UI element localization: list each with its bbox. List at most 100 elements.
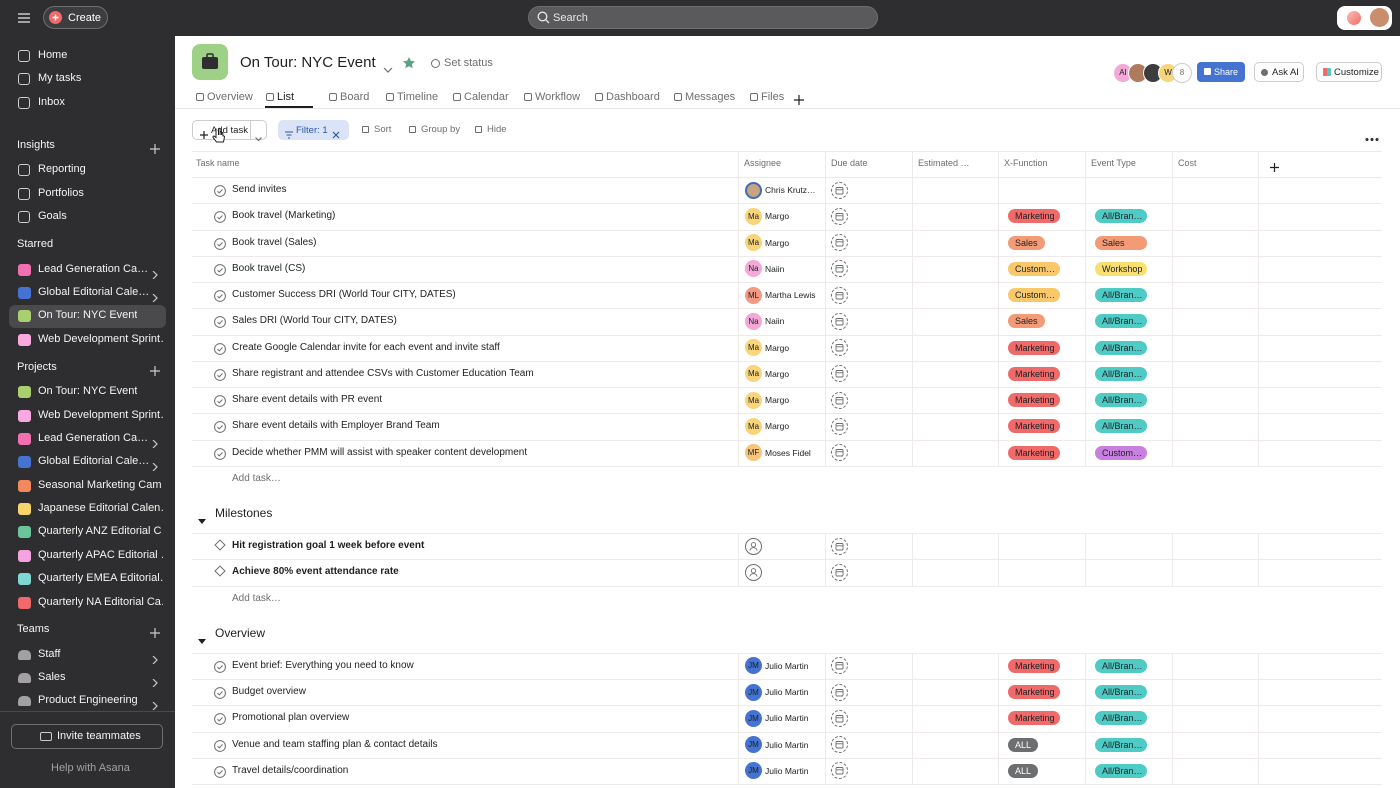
- team-item[interactable]: Staff: [38, 648, 61, 660]
- complete-check[interactable]: [214, 263, 226, 276]
- due-date-empty[interactable]: [831, 657, 848, 675]
- sort-button[interactable]: Sort: [374, 124, 392, 135]
- task-name[interactable]: Decide whether PMM will assist with spea…: [232, 446, 528, 458]
- nav-item[interactable]: Home: [38, 49, 68, 61]
- task-name[interactable]: Travel details/coordination: [232, 764, 349, 776]
- task-name[interactable]: Promotional plan overview: [232, 712, 350, 724]
- complete-check[interactable]: [214, 342, 226, 355]
- due-date-empty[interactable]: [831, 563, 848, 581]
- due-date-empty[interactable]: [831, 736, 848, 754]
- task-name[interactable]: Hit registration goal 1 week before even…: [232, 540, 425, 552]
- assignee-empty[interactable]: [745, 537, 762, 555]
- due-date-empty[interactable]: [831, 417, 848, 435]
- project-item[interactable]: Global Editorial Cale…: [38, 455, 150, 467]
- task-name[interactable]: Book travel (CS): [232, 262, 306, 274]
- task-name[interactable]: Sales DRI (World Tour CITY, DATES): [232, 315, 397, 327]
- complete-check[interactable]: [214, 765, 226, 778]
- insight-item[interactable]: Reporting: [38, 163, 86, 175]
- team-item[interactable]: Product Engineering: [38, 694, 138, 706]
- task-name[interactable]: Create Google Calendar invite for each e…: [232, 341, 500, 353]
- project-item[interactable]: Seasonal Marketing Cam…: [38, 479, 163, 491]
- complete-check[interactable]: [214, 315, 226, 329]
- task-name[interactable]: Event brief: Everything you need to know: [232, 659, 414, 671]
- due-date-empty[interactable]: [831, 391, 848, 409]
- task-name[interactable]: Customer Success DRI (World Tour CITY, D…: [232, 289, 456, 301]
- insight-item[interactable]: Goals: [38, 210, 67, 222]
- tab[interactable]: Board: [340, 91, 370, 103]
- filter-button[interactable]: Filter: 1: [278, 120, 349, 140]
- user-menu[interactable]: [1337, 6, 1392, 30]
- complete-check[interactable]: [214, 712, 226, 726]
- star-icon[interactable]: [402, 56, 416, 70]
- due-date-empty[interactable]: [831, 260, 848, 278]
- ask-ai-button[interactable]: Ask AI: [1254, 62, 1304, 82]
- complete-check[interactable]: [214, 739, 226, 752]
- share-button[interactable]: Share: [1197, 62, 1245, 82]
- due-date-empty[interactable]: [831, 312, 848, 330]
- due-date-empty[interactable]: [831, 709, 848, 727]
- nav-item[interactable]: Inbox: [38, 96, 65, 108]
- due-date-empty[interactable]: [831, 286, 848, 304]
- task-name[interactable]: Share registrant and attendee CSVs with …: [232, 367, 534, 379]
- due-date-empty[interactable]: [831, 234, 848, 252]
- complete-check[interactable]: [214, 210, 226, 224]
- tab[interactable]: Calendar: [464, 91, 509, 103]
- customize-button[interactable]: Customize: [1316, 62, 1382, 82]
- task-name[interactable]: Achieve 80% event attendance rate: [232, 566, 399, 578]
- tab[interactable]: Files: [761, 91, 785, 103]
- create-button[interactable]: Create: [43, 6, 108, 29]
- tab[interactable]: Overview: [207, 91, 253, 103]
- complete-check[interactable]: [214, 184, 226, 198]
- project-item[interactable]: Lead Generation Ca…: [38, 263, 149, 275]
- project-item[interactable]: Japanese Editorial Calen…: [38, 502, 163, 514]
- complete-check[interactable]: [214, 237, 226, 250]
- task-name[interactable]: Budget overview: [232, 686, 306, 698]
- project-item[interactable]: On Tour: NYC Event: [38, 309, 138, 321]
- tab[interactable]: Timeline: [397, 91, 439, 103]
- nav-item[interactable]: My tasks: [38, 72, 82, 84]
- add-task-inline[interactable]: Add task…: [232, 592, 281, 604]
- project-item[interactable]: Web Development Sprint…: [38, 333, 163, 345]
- complete-check[interactable]: [214, 447, 226, 460]
- set-status[interactable]: Set status: [444, 57, 493, 69]
- project-item[interactable]: Quarterly APAC Editorial …: [38, 549, 163, 561]
- tab[interactable]: Messages: [685, 91, 736, 103]
- project-item[interactable]: Web Development Sprint…: [38, 409, 163, 421]
- project-item[interactable]: Global Editorial Cale…: [38, 286, 150, 298]
- due-date-empty[interactable]: [831, 683, 848, 701]
- add-task-button[interactable]: Add task: [192, 120, 267, 140]
- group-by-button[interactable]: Group by: [421, 124, 461, 135]
- task-name[interactable]: Share event details with Employer Brand …: [232, 420, 440, 432]
- tab[interactable]: List: [277, 91, 295, 103]
- task-name[interactable]: Book travel (Marketing): [232, 210, 336, 222]
- complete-check[interactable]: [214, 660, 226, 673]
- project-item[interactable]: Quarterly EMEA Editorial…: [38, 572, 163, 584]
- filter-clear[interactable]: [332, 126, 340, 139]
- due-date-empty[interactable]: [831, 365, 848, 383]
- complete-check[interactable]: [214, 289, 226, 303]
- due-date-empty[interactable]: [831, 537, 848, 555]
- add-task-inline[interactable]: Add task…: [232, 472, 281, 484]
- task-name[interactable]: Share event details with PR event: [232, 394, 383, 406]
- due-date-empty[interactable]: [831, 339, 848, 357]
- due-date-empty[interactable]: [831, 181, 848, 199]
- search-bar[interactable]: Search: [528, 6, 878, 29]
- complete-check[interactable]: [214, 686, 226, 700]
- due-date-empty[interactable]: [831, 207, 848, 225]
- task-name[interactable]: Book travel (Sales): [232, 236, 317, 248]
- tab[interactable]: Dashboard: [606, 91, 660, 103]
- invite-button[interactable]: Invite teammates: [11, 724, 163, 749]
- project-item[interactable]: Quarterly ANZ Editorial C…: [38, 525, 163, 537]
- project-item[interactable]: Lead Generation Ca…: [38, 432, 149, 444]
- tab[interactable]: Workflow: [535, 91, 581, 103]
- due-date-empty[interactable]: [831, 444, 848, 462]
- assignee-empty[interactable]: [745, 563, 762, 581]
- complete-check[interactable]: [214, 394, 226, 408]
- help-link[interactable]: Help with Asana: [51, 762, 130, 774]
- project-item[interactable]: On Tour: NYC Event: [38, 385, 138, 397]
- insight-item[interactable]: Portfolios: [38, 187, 84, 199]
- task-name[interactable]: Venue and team staffing plan & contact d…: [232, 738, 438, 750]
- complete-check[interactable]: [214, 420, 226, 434]
- task-name[interactable]: Send invites: [232, 184, 287, 196]
- complete-check[interactable]: [214, 368, 226, 381]
